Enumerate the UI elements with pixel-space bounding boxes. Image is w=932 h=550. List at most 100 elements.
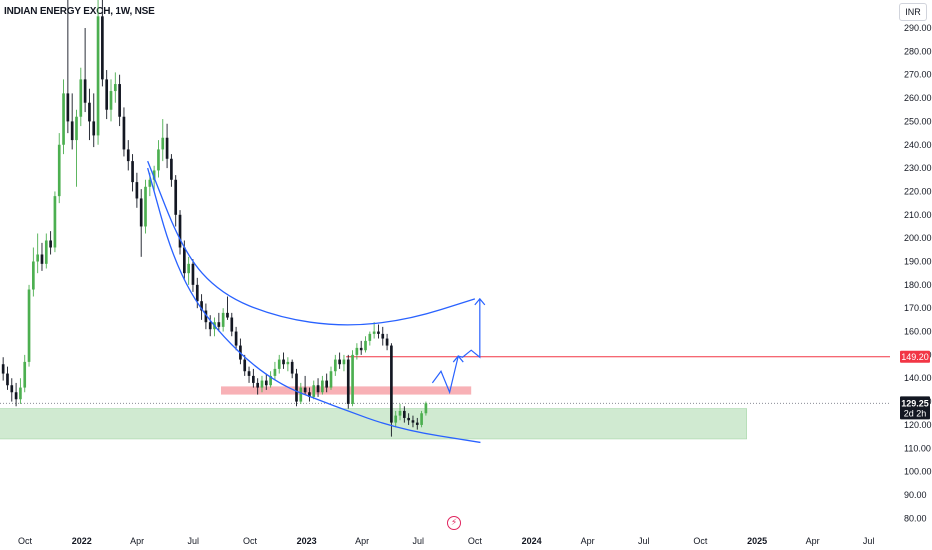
candle <box>321 380 324 393</box>
upper-arc <box>147 160 476 326</box>
candle <box>411 420 415 423</box>
candle <box>424 403 428 414</box>
candles-layer <box>1 0 428 437</box>
candle <box>325 380 329 388</box>
x-tick-label: 2022 <box>72 536 92 546</box>
arrowhead-1 <box>452 355 464 363</box>
x-tick-label: Oct <box>243 536 258 546</box>
x-tick-label: Apr <box>806 536 820 546</box>
lower-arc <box>147 167 481 444</box>
candle <box>312 385 316 397</box>
candle <box>157 149 160 171</box>
x-tick-label: Apr <box>355 536 369 546</box>
chart-title: INDIAN ENERGY EXCH, 1W, NSE <box>4 6 155 17</box>
candle <box>6 373 9 386</box>
candle <box>187 263 190 274</box>
candle <box>286 361 290 365</box>
current-price-label: 129.25 <box>901 398 929 408</box>
candle <box>135 182 139 199</box>
candle <box>247 371 251 376</box>
candle <box>66 93 70 122</box>
x-tick-label: Jul <box>638 536 650 546</box>
candle <box>308 392 311 397</box>
candle <box>368 333 372 341</box>
y-tick-label: 120.00 <box>904 420 932 430</box>
candle <box>92 121 96 136</box>
candle <box>161 137 165 150</box>
currency-button[interactable]: INR <box>899 3 927 21</box>
y-tick-label: 240.00 <box>904 140 932 150</box>
candle <box>256 382 260 388</box>
current-price-label-bg <box>900 396 930 420</box>
y-tick-label: 170.00 <box>904 303 932 313</box>
candle <box>273 368 277 376</box>
candle <box>88 102 91 122</box>
candle <box>23 361 27 388</box>
candle <box>359 347 363 351</box>
candle <box>260 380 264 388</box>
candle <box>105 79 109 110</box>
flash-icon[interactable]: ⚡ <box>447 516 461 530</box>
candle <box>152 170 156 180</box>
y-tick-label: 230.00 <box>904 163 932 173</box>
lines-layer <box>0 356 890 404</box>
y-tick-label: 280.00 <box>904 46 932 56</box>
x-tick-label: Oct <box>18 536 33 546</box>
candle <box>398 410 402 416</box>
candle <box>252 375 255 383</box>
candle <box>204 310 208 323</box>
candle <box>264 380 268 386</box>
x-tick-label: Apr <box>581 536 595 546</box>
candle <box>200 301 203 311</box>
candle <box>277 359 281 369</box>
candle <box>36 254 40 262</box>
countdown-label: 2d 2h <box>904 408 927 418</box>
candle <box>170 158 173 180</box>
candle <box>303 387 307 393</box>
candle <box>290 361 294 374</box>
x-tick-label: Apr <box>130 536 144 546</box>
candle <box>342 359 346 365</box>
candle <box>101 16 104 80</box>
candle <box>226 312 229 318</box>
support-zone <box>0 408 747 440</box>
candle <box>381 333 385 339</box>
y-tick-label: 250.00 <box>904 116 932 126</box>
candle <box>174 179 178 215</box>
candle <box>269 375 272 386</box>
candle <box>79 79 83 117</box>
candle <box>407 417 410 421</box>
candle <box>44 240 48 264</box>
candle <box>346 359 350 404</box>
candle <box>109 91 113 110</box>
y-tick-label: 190.00 <box>904 256 932 266</box>
resistance-label-bg <box>900 350 930 363</box>
arrowhead-2 <box>474 297 486 306</box>
y-tick-label: 80.00 <box>904 513 927 523</box>
candle <box>385 338 389 346</box>
x-tick-label: 2023 <box>297 536 317 546</box>
y-tick-label: 160.00 <box>904 327 932 337</box>
x-tick-label: Jul <box>412 536 424 546</box>
y-tick-label: 140.00 <box>904 373 932 383</box>
candle <box>420 413 423 425</box>
candle <box>338 359 341 365</box>
candle <box>32 261 35 290</box>
candle <box>208 322 212 330</box>
candle <box>10 385 14 393</box>
candle <box>364 340 367 351</box>
candle <box>333 359 337 372</box>
candle <box>377 331 380 334</box>
candle <box>49 240 52 248</box>
candle <box>195 284 199 302</box>
candle <box>139 198 143 227</box>
candle <box>14 392 18 400</box>
candle <box>402 410 406 418</box>
candle <box>390 345 393 423</box>
candle <box>355 347 359 355</box>
candle <box>234 331 238 346</box>
candle <box>295 373 298 402</box>
candle <box>19 387 22 400</box>
candle <box>230 317 234 332</box>
